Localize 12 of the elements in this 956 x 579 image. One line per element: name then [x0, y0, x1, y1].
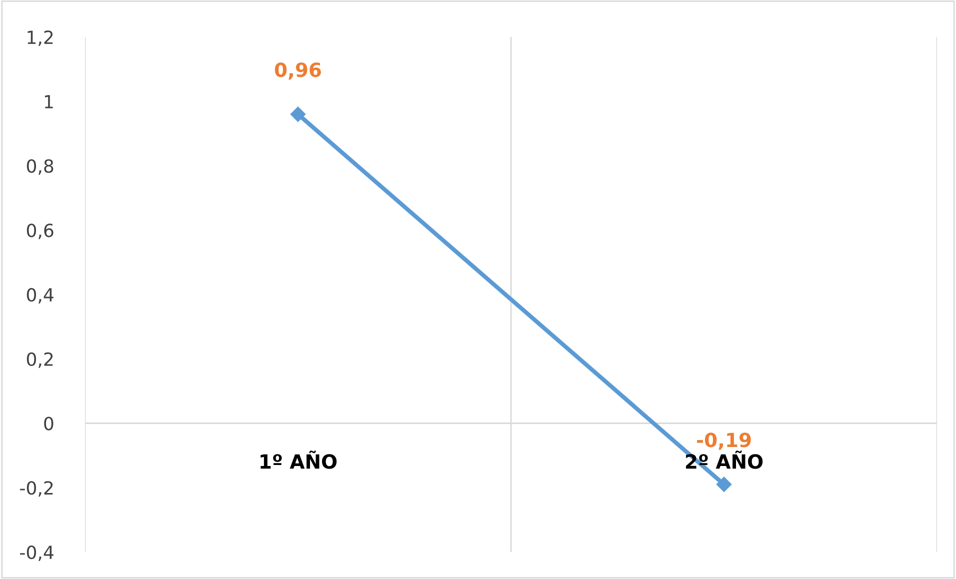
y-tick-label: 1 — [44, 95, 53, 108]
y-tick-label: 0,6 — [26, 224, 54, 240]
data-label: 0,96 — [274, 62, 321, 80]
data-label: -0,19 — [697, 432, 751, 450]
y-tick-label: 0,2 — [26, 352, 53, 368]
x-tick-label: 1º AÑO — [260, 450, 337, 469]
y-tick-label: -0,2 — [20, 481, 53, 497]
y-tick-label: 0 — [44, 416, 54, 430]
y-tick-label: -0,4 — [20, 545, 54, 561]
y-tick-label: 0,4 — [26, 288, 54, 304]
y-tick-label: 0,8 — [26, 159, 54, 175]
y-tick-label: 1,2 — [28, 30, 53, 46]
